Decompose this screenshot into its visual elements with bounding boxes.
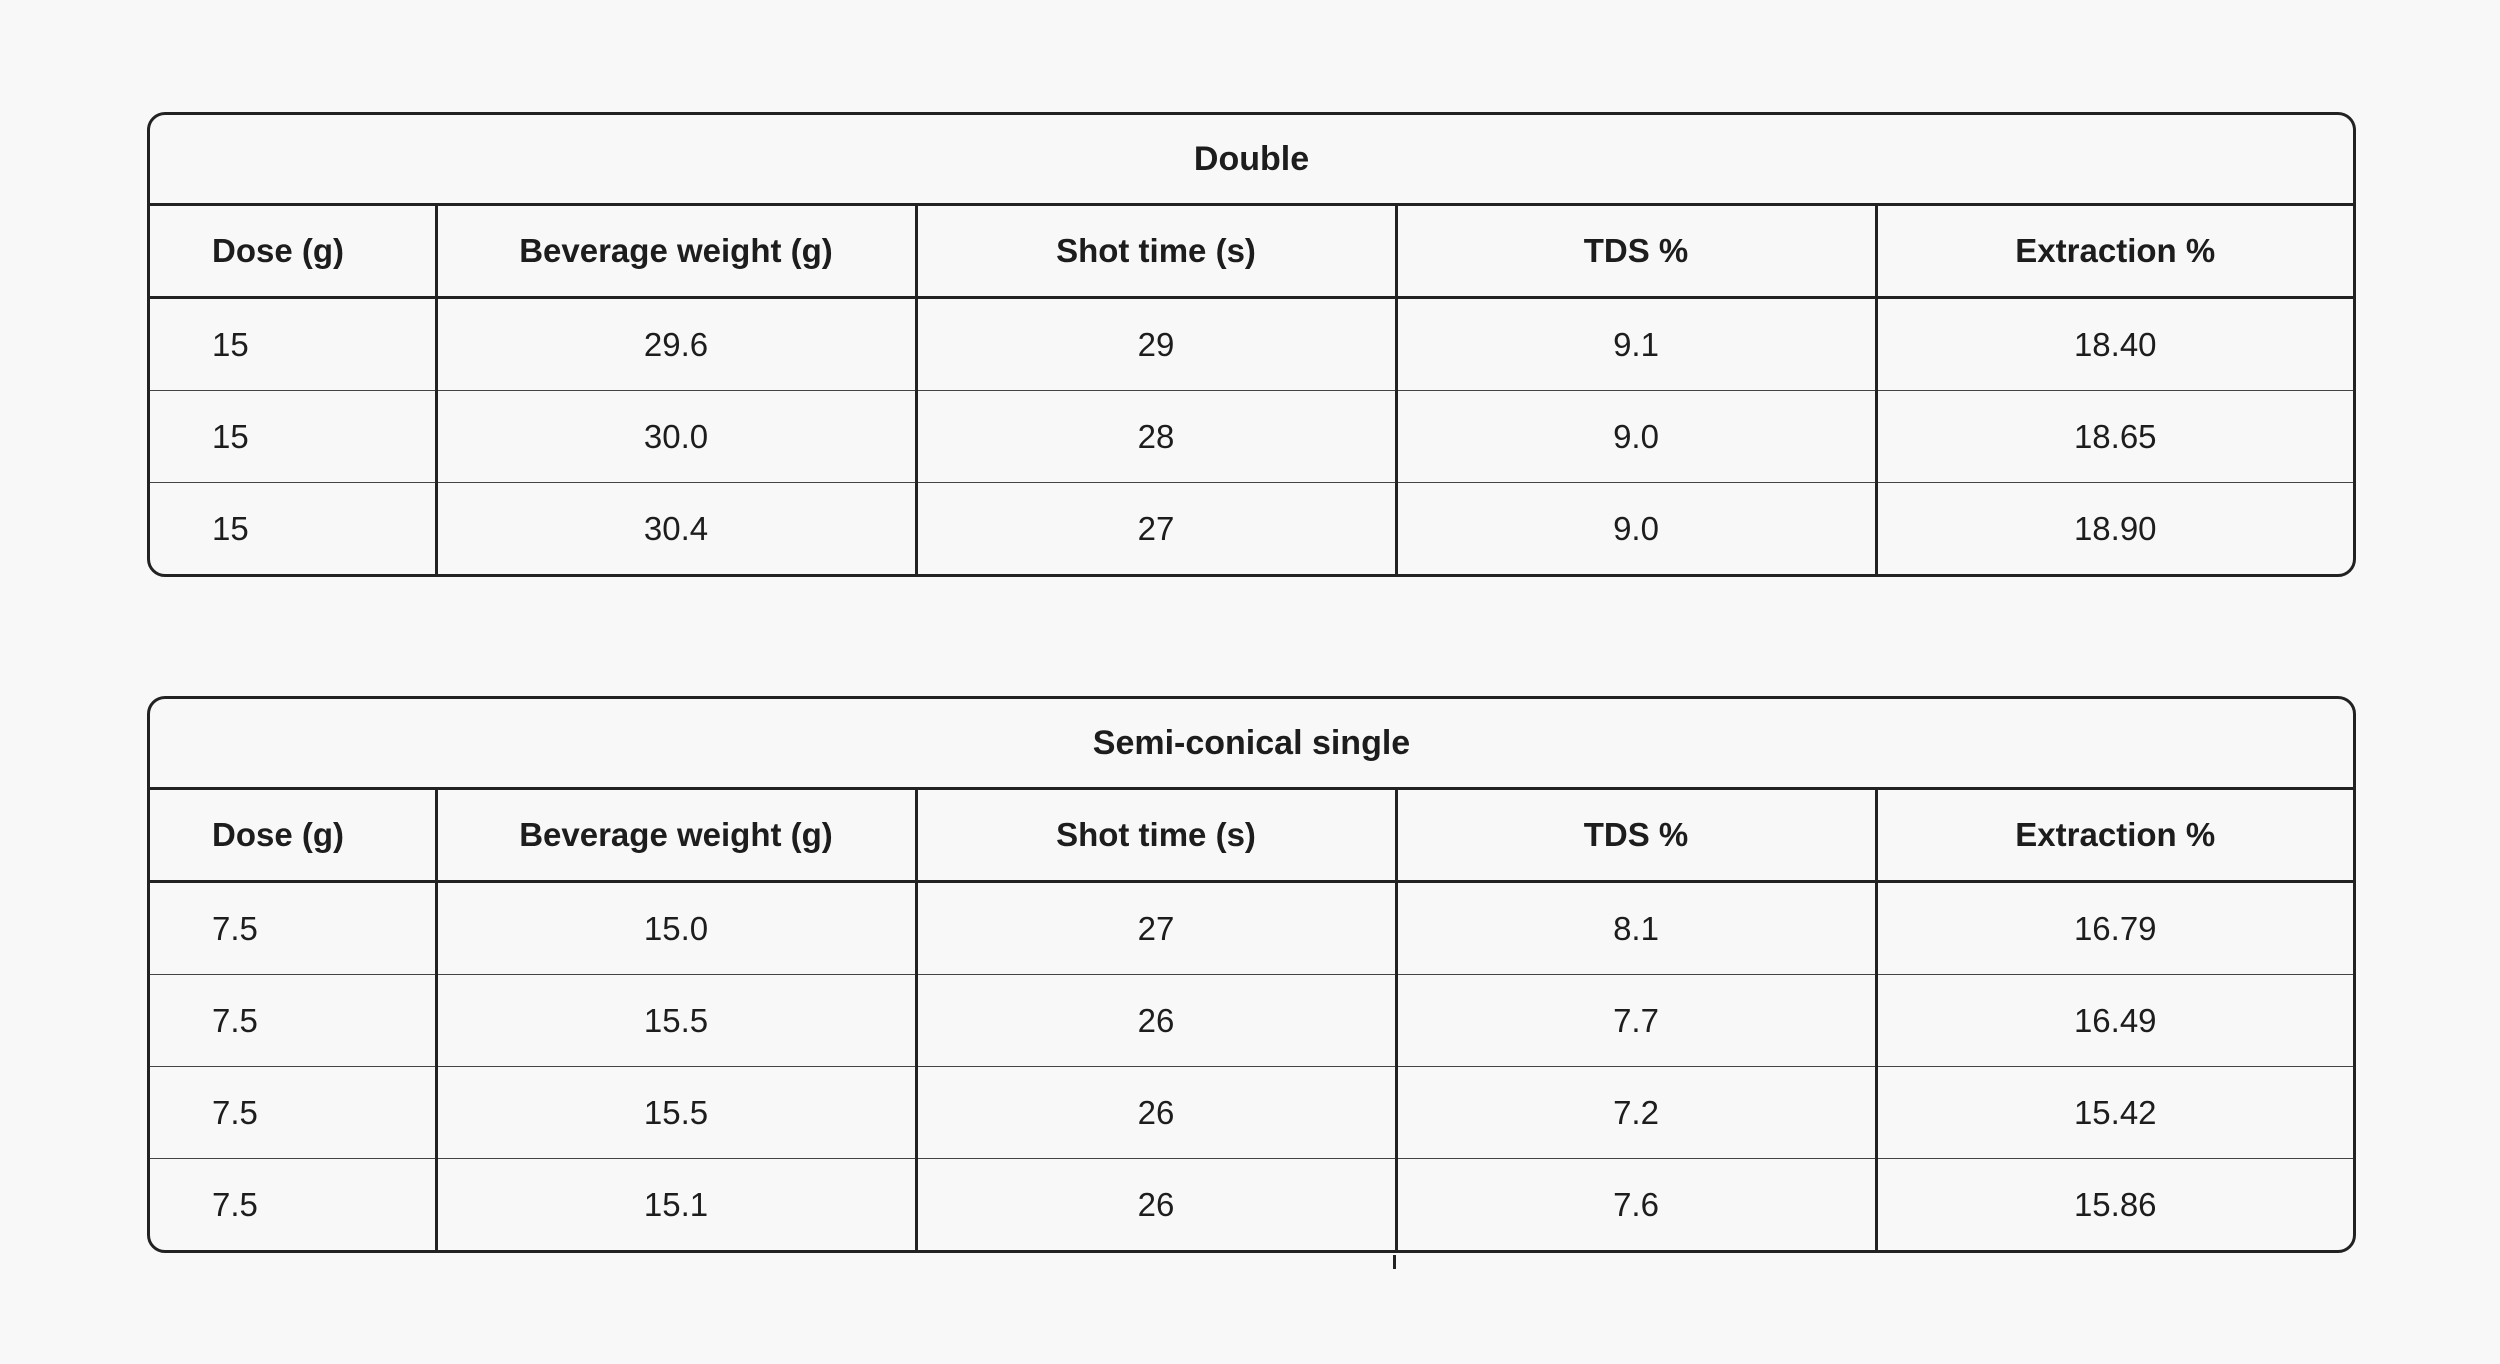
semi-conical-single-table: Semi-conical single Dose (g) Beverage we… [150, 699, 2353, 1250]
cell-shot-time: 29 [916, 297, 1398, 391]
cell-dose: 7.5 [150, 1158, 438, 1250]
cell-extraction: 15.86 [2073, 1185, 2157, 1223]
column-header-dose: Dose (g) [150, 204, 438, 299]
divider-tick [1393, 1255, 1396, 1269]
column-header-tds: TDS % [1396, 204, 1878, 299]
cell-beverage-weight: 15.1 [436, 1158, 918, 1250]
cell-tds: 9.0 [1396, 390, 1878, 483]
cell-extraction: 18.90 [2073, 509, 2157, 547]
cell-extraction: 18.65 [1876, 390, 2353, 483]
double-table-card: Double Dose (g) Beverage weight (g) Shot… [147, 112, 2356, 577]
cell-dose: 15 [150, 297, 438, 391]
cell-tds: 9.1 [1396, 297, 1878, 391]
cell-extraction: 16.49 [1876, 974, 2353, 1067]
cell-dose: 7.5 [150, 881, 438, 975]
double-table: Double Dose (g) Beverage weight (g) Shot… [150, 115, 2353, 574]
table-title: Semi-conical single [150, 699, 2353, 790]
column-header-beverage-weight: Beverage weight (g) [436, 788, 918, 883]
cell-tds: 8.1 [1396, 881, 1878, 975]
table-row: 15 30.4 27 9.0 18.90 [150, 482, 2353, 574]
cell-beverage-weight: 15.0 [436, 881, 918, 975]
cell-dose: 7.5 [150, 974, 438, 1067]
cell-beverage-weight: 30.4 [436, 482, 918, 574]
cell-shot-time: 26 [916, 1066, 1398, 1159]
table-row: 7.5 15.1 26 7.6 15.86 [150, 1158, 2353, 1250]
cell-shot-time: 27 [916, 881, 1398, 975]
table-row: 7.5 15.0 27 8.1 16.79 [150, 881, 2353, 975]
cell-shot-time: 27 [916, 482, 1398, 574]
cell-beverage-weight: 15.5 [436, 1066, 918, 1159]
cell-beverage-weight: 29.6 [436, 297, 918, 391]
column-header-beverage-weight: Beverage weight (g) [436, 204, 918, 299]
column-header-shot-time: Shot time (s) [916, 204, 1398, 299]
cell-extraction: 16.79 [1876, 881, 2353, 975]
table-title: Double [150, 115, 2353, 206]
table-row: 7.5 15.5 26 7.2 15.42 [150, 1066, 2353, 1159]
cell-dose: 7.5 [150, 1066, 438, 1159]
cell-shot-time: 28 [916, 390, 1398, 483]
semi-conical-single-table-card: Semi-conical single Dose (g) Beverage we… [147, 696, 2356, 1253]
cell-tds: 7.6 [1396, 1158, 1878, 1250]
column-header-tds: TDS % [1396, 788, 1878, 883]
cell-beverage-weight: 30.0 [436, 390, 918, 483]
column-header-shot-time: Shot time (s) [916, 788, 1398, 883]
column-header-dose: Dose (g) [150, 788, 438, 883]
cell-shot-time: 26 [916, 1158, 1398, 1250]
column-header-extraction: Extraction % [1876, 204, 2353, 299]
table-row: 7.5 15.5 26 7.7 16.49 [150, 974, 2353, 1067]
cell-extraction: 15.42 [1876, 1066, 2353, 1159]
table-row: 15 30.0 28 9.0 18.65 [150, 390, 2353, 483]
column-header-extraction: Extraction % [1876, 788, 2353, 883]
table-row: 15 29.6 29 9.1 18.40 [150, 297, 2353, 391]
cell-beverage-weight: 15.5 [436, 974, 918, 1067]
cell-shot-time: 26 [916, 974, 1398, 1067]
cell-dose: 15 [150, 390, 438, 483]
cell-extraction: 18.40 [1876, 297, 2353, 391]
cell-tds: 9.0 [1396, 482, 1878, 574]
cell-tds: 7.2 [1396, 1066, 1878, 1159]
cell-dose: 15 [150, 482, 438, 574]
cell-tds: 7.7 [1396, 974, 1878, 1067]
